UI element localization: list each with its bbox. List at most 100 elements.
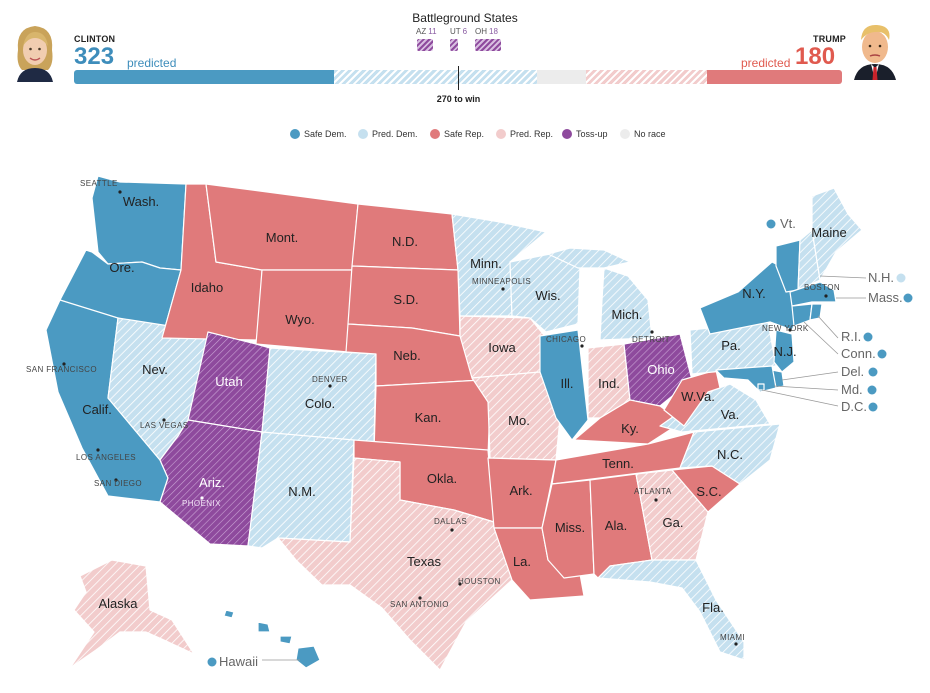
- state-label-nh: N.H.: [868, 270, 894, 285]
- leader-de: [781, 371, 839, 381]
- city-label: NEW YORK: [762, 324, 809, 333]
- state-label-va: Va.: [721, 407, 740, 422]
- state-wyoming[interactable]: [255, 269, 353, 353]
- state-label-nv: Nev.: [142, 362, 168, 377]
- leader-ct: [803, 321, 839, 355]
- city-los-angeles: LOS ANGELES: [76, 448, 136, 462]
- city-label: SAN ANTONIO: [390, 600, 449, 609]
- city-detroit: DETROIT: [632, 330, 670, 344]
- state-label-ia: Iowa: [488, 340, 516, 355]
- state-florida[interactable]: [597, 559, 745, 661]
- city-label: DETROIT: [632, 335, 670, 344]
- electoral-vote-bar: [74, 70, 842, 84]
- state-michigan-upper[interactable]: [547, 247, 631, 269]
- city-label: DENVER: [312, 375, 348, 384]
- state-label-dc: D.C.: [841, 399, 867, 414]
- state-label-ri: R.I.: [841, 329, 861, 344]
- state-label-wv: W.Va.: [681, 389, 715, 404]
- city-label: BOSTON: [804, 283, 840, 292]
- battleground-ut-state: UT: [450, 27, 461, 36]
- state-washington[interactable]: [91, 175, 187, 271]
- state-label-mt: Mont.: [266, 230, 299, 245]
- battleground-ut: UT 6: [450, 27, 467, 36]
- state-label-nm: N.M.: [288, 484, 315, 499]
- battleground-ut-swatch: [450, 39, 458, 51]
- state-label-ky: Ky.: [621, 421, 639, 436]
- state-dot-ri: [863, 332, 873, 342]
- city-minneapolis: MINNEAPOLIS: [472, 277, 531, 291]
- city-atlanta: ATLANTA: [634, 487, 672, 502]
- state-new-jersey[interactable]: [773, 329, 795, 373]
- legend-label: Pred. Dem.: [372, 129, 418, 139]
- state-dot-md: [867, 385, 877, 395]
- state-label-ny: N.Y.: [742, 286, 766, 301]
- city-las-vegas: LAS VEGAS: [140, 418, 189, 430]
- city-san-francisco: SAN FRANCISCO: [26, 362, 97, 374]
- state-label-ca: Calif.: [82, 402, 112, 417]
- city-miami: MIAMI: [720, 633, 745, 646]
- state-georgia[interactable]: [635, 469, 709, 561]
- city-label: SEATTLE: [80, 179, 118, 188]
- city-san-diego: SAN DIEGO: [94, 478, 142, 488]
- state-label-mo: Mo.: [508, 413, 530, 428]
- legend-swatch: [620, 129, 630, 139]
- state-alaska[interactable]: [69, 559, 195, 669]
- bar-segment-pred-dem: [334, 70, 537, 84]
- state-connecticut[interactable]: [791, 303, 813, 327]
- state-dot-hi: [207, 657, 217, 667]
- state-label-wy: Wyo.: [285, 312, 315, 327]
- state-label-or: Ore.: [109, 260, 134, 275]
- city-phoenix: PHOENIX: [182, 496, 221, 508]
- legend-item-pred-rep: Pred. Rep.: [496, 129, 553, 139]
- city-san-antonio: SAN ANTONIO: [390, 596, 449, 609]
- state-dc[interactable]: [757, 383, 765, 391]
- bar-segment-safe-rep: [707, 70, 842, 84]
- state-texas[interactable]: [277, 457, 513, 671]
- bar-segment-pred-rep: [586, 70, 707, 84]
- legend-swatch: [358, 129, 368, 139]
- battleground-ut-ev: 6: [462, 27, 468, 36]
- trump-photo: [852, 16, 898, 80]
- state-maine[interactable]: [811, 187, 863, 281]
- state-label-az: Ariz.: [199, 475, 225, 490]
- win-threshold-line: [458, 66, 459, 90]
- leader-md: [773, 385, 839, 391]
- state-label-fl: Fla.: [702, 600, 724, 615]
- state-dot-de: [868, 367, 878, 377]
- state-rhode-island[interactable]: [809, 303, 823, 321]
- city-denver: DENVER: [312, 375, 348, 388]
- clinton-predicted-label: predicted: [127, 56, 177, 70]
- city-label: PHOENIX: [182, 499, 221, 508]
- battleground-oh-swatch: [475, 39, 501, 51]
- trump-name: TRUMP: [813, 34, 846, 44]
- state-label-nd: N.D.: [392, 234, 418, 249]
- trump-electoral-count: 180: [795, 43, 836, 70]
- state-dot-vt: [766, 219, 776, 229]
- state-label-pa: Pa.: [721, 338, 741, 353]
- state-michigan[interactable]: [599, 267, 653, 341]
- state-label-in: Ind.: [598, 376, 620, 391]
- state-label-il: Ill.: [561, 376, 574, 391]
- state-north-carolina[interactable]: [679, 423, 781, 485]
- legend-swatch: [430, 129, 440, 139]
- state-label-oh: Ohio: [647, 362, 674, 377]
- city-label: ATLANTA: [634, 487, 672, 496]
- state-illinois[interactable]: [539, 329, 589, 441]
- state-hawaii[interactable]: [223, 609, 321, 669]
- state-label-sc: S.C.: [696, 484, 721, 499]
- city-label: LAS VEGAS: [140, 421, 189, 430]
- state-label-ak: Alaska: [98, 596, 138, 611]
- city-label: MINNEAPOLIS: [472, 277, 531, 286]
- city-label: LOS ANGELES: [76, 453, 136, 462]
- clinton-photo: [12, 20, 58, 82]
- state-label-al: Ala.: [605, 518, 627, 533]
- state-label-wa: Wash.: [123, 194, 159, 209]
- battleground-az-ev: 11: [428, 27, 437, 36]
- legend-label: No race: [634, 129, 666, 139]
- state-label-co: Colo.: [305, 396, 335, 411]
- state-label-mn: Minn.: [470, 256, 502, 271]
- battleground-az: AZ 11: [416, 27, 437, 36]
- state-montana[interactable]: [205, 183, 359, 271]
- city-label: CHICAGO: [546, 335, 586, 344]
